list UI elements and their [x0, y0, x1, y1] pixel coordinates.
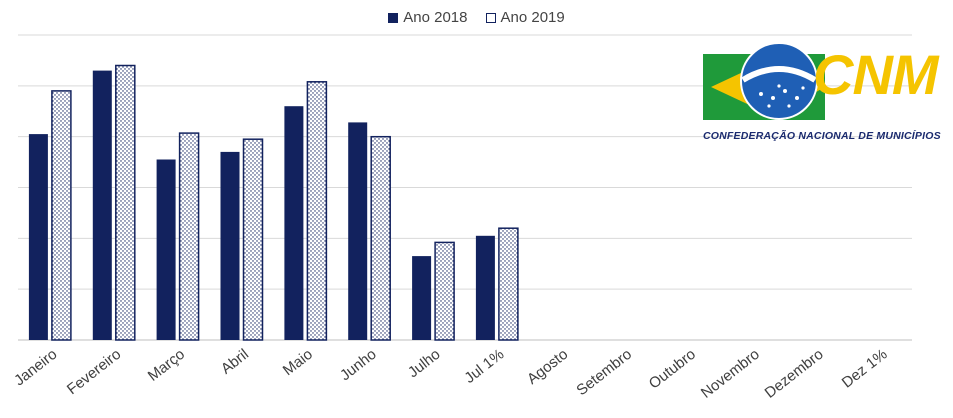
bar-2019-2	[178, 132, 200, 341]
x-tick-label: Novembro	[698, 346, 763, 402]
x-tick-label: Agosto	[524, 346, 571, 388]
x-tick-label: Maio	[280, 346, 316, 379]
logo-caption: CONFEDERAÇÃO NACIONAL DE MUNICÍPIOS	[703, 130, 941, 142]
bar-2018-7	[475, 235, 495, 340]
x-tick-label: Julho	[405, 346, 444, 381]
bar-2019-1	[115, 64, 136, 341]
bar-2019-5	[370, 135, 391, 341]
x-tick-label: Dezembro	[762, 346, 827, 402]
x-tick-label: Setembro	[573, 346, 635, 399]
bar-2018-2	[156, 159, 176, 340]
x-tick-label: Março	[145, 346, 188, 385]
bar-2019-6	[434, 241, 455, 341]
legend-label-2019: Ano 2019	[500, 9, 565, 26]
bar-2018-4	[284, 106, 304, 340]
x-tick-label: Janeiro	[11, 346, 60, 390]
cnm-logo-graphic	[703, 42, 825, 120]
bar-2018-3	[220, 151, 240, 340]
x-axis-labels: Janeiro Fevereiro Março Abril Maio Junho Julho…	[11, 346, 890, 402]
x-tick-label: Junho	[337, 346, 380, 385]
legend-swatch-2018	[388, 12, 399, 23]
cnm-logo: CNM CONFEDERAÇÃO NACIONAL DE MUNICÍPIOS	[703, 36, 953, 148]
x-tick-label: Abril	[218, 346, 252, 378]
x-tick-label: Jul 1%	[461, 346, 507, 387]
bar-2019-7	[498, 227, 519, 341]
bars	[28, 64, 519, 341]
bar-2018-1	[92, 70, 112, 340]
x-tick-label: Outubro	[646, 346, 699, 393]
legend-item-2018: Ano 2018	[388, 9, 468, 26]
logo-acronym: CNM	[813, 43, 939, 106]
bar-2018-6	[412, 256, 432, 340]
bar-2019-0	[51, 90, 72, 341]
bar-2018-0	[28, 134, 48, 340]
legend-item-2019: Ano 2019	[485, 9, 565, 26]
x-tick-label: Dez 1%	[839, 346, 891, 392]
legend-label-2018: Ano 2018	[403, 9, 468, 26]
x-tick-label: Fevereiro	[64, 346, 124, 398]
bar-2019-4	[306, 81, 328, 341]
bar-2018-5	[348, 122, 368, 341]
bar-2019-3	[242, 138, 264, 341]
legend: Ano 2018 Ano 2019	[0, 9, 953, 26]
legend-swatch-2019	[485, 12, 496, 23]
